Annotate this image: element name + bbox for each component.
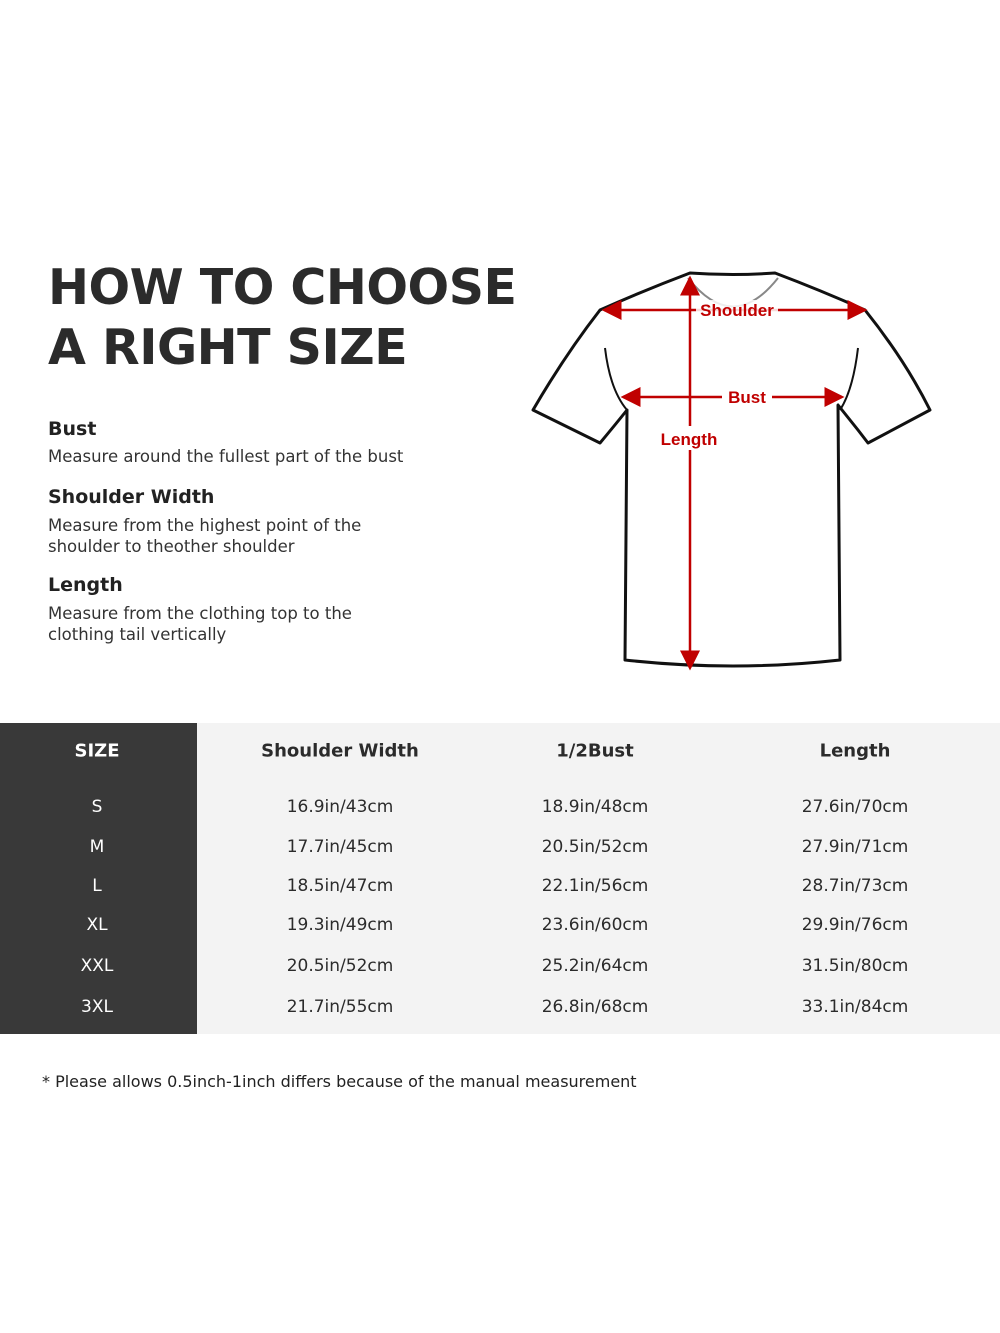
table-cell: 19.3in/49cm <box>286 915 394 935</box>
table-cell: 17.7in/45cm <box>286 837 394 857</box>
length-heading: Length <box>48 574 123 596</box>
size-label: M <box>89 837 105 857</box>
column-header: Length <box>819 740 891 762</box>
length-description: Measure from the clothing top to the clo… <box>48 604 352 644</box>
table-cell: 25.2in/64cm <box>541 956 649 976</box>
size-column-background <box>0 723 197 1034</box>
table-cell: 27.9in/71cm <box>801 837 909 857</box>
shoulder-description: Measure from the highest point of the sh… <box>48 516 362 556</box>
measurement-note: * Please allows 0.5inch-1inch differs be… <box>42 1072 637 1091</box>
size-label: XXL <box>80 956 114 976</box>
table-cell: 28.7in/73cm <box>801 876 909 896</box>
tshirt-diagram: Shoulder Bust Length <box>531 271 932 671</box>
title-line-1: HOW TO CHOOSE <box>48 259 517 316</box>
table-cell: 22.1in/56cm <box>541 876 649 896</box>
bust-description: Measure around the fullest part of the b… <box>48 447 404 466</box>
page-title: HOW TO CHOOSE A RIGHT SIZE <box>48 258 517 378</box>
table-cell: 27.6in/70cm <box>801 797 909 817</box>
shoulder-heading: Shoulder Width <box>48 486 215 508</box>
table-cell: 18.9in/48cm <box>541 797 649 817</box>
shoulder-label: Shoulder <box>700 301 774 320</box>
title-line-2: A RIGHT SIZE <box>48 319 408 376</box>
table-cell: 16.9in/43cm <box>286 797 394 817</box>
column-header: SIZE <box>74 740 120 762</box>
column-header: Shoulder Width <box>261 740 419 762</box>
table-cell: 21.7in/55cm <box>286 997 394 1017</box>
tshirt-outline <box>531 271 932 668</box>
table-cell: 31.5in/80cm <box>801 956 909 976</box>
length-label: Length <box>661 430 718 449</box>
bust-label: Bust <box>728 388 766 407</box>
table-cell: 20.5in/52cm <box>541 837 649 857</box>
size-label: L <box>92 876 102 896</box>
size-table-background <box>197 723 1000 1034</box>
table-cell: 23.6in/60cm <box>541 915 649 935</box>
table-cell: 26.8in/68cm <box>541 997 649 1017</box>
size-label: S <box>91 797 103 817</box>
bust-heading: Bust <box>48 418 97 440</box>
column-header: 1/2Bust <box>556 740 634 762</box>
table-cell: 33.1in/84cm <box>801 997 909 1017</box>
table-cell: 29.9in/76cm <box>801 915 909 935</box>
size-label: XL <box>86 915 108 935</box>
size-label: 3XL <box>81 997 113 1017</box>
table-cell: 20.5in/52cm <box>286 956 394 976</box>
table-cell: 18.5in/47cm <box>286 876 394 896</box>
